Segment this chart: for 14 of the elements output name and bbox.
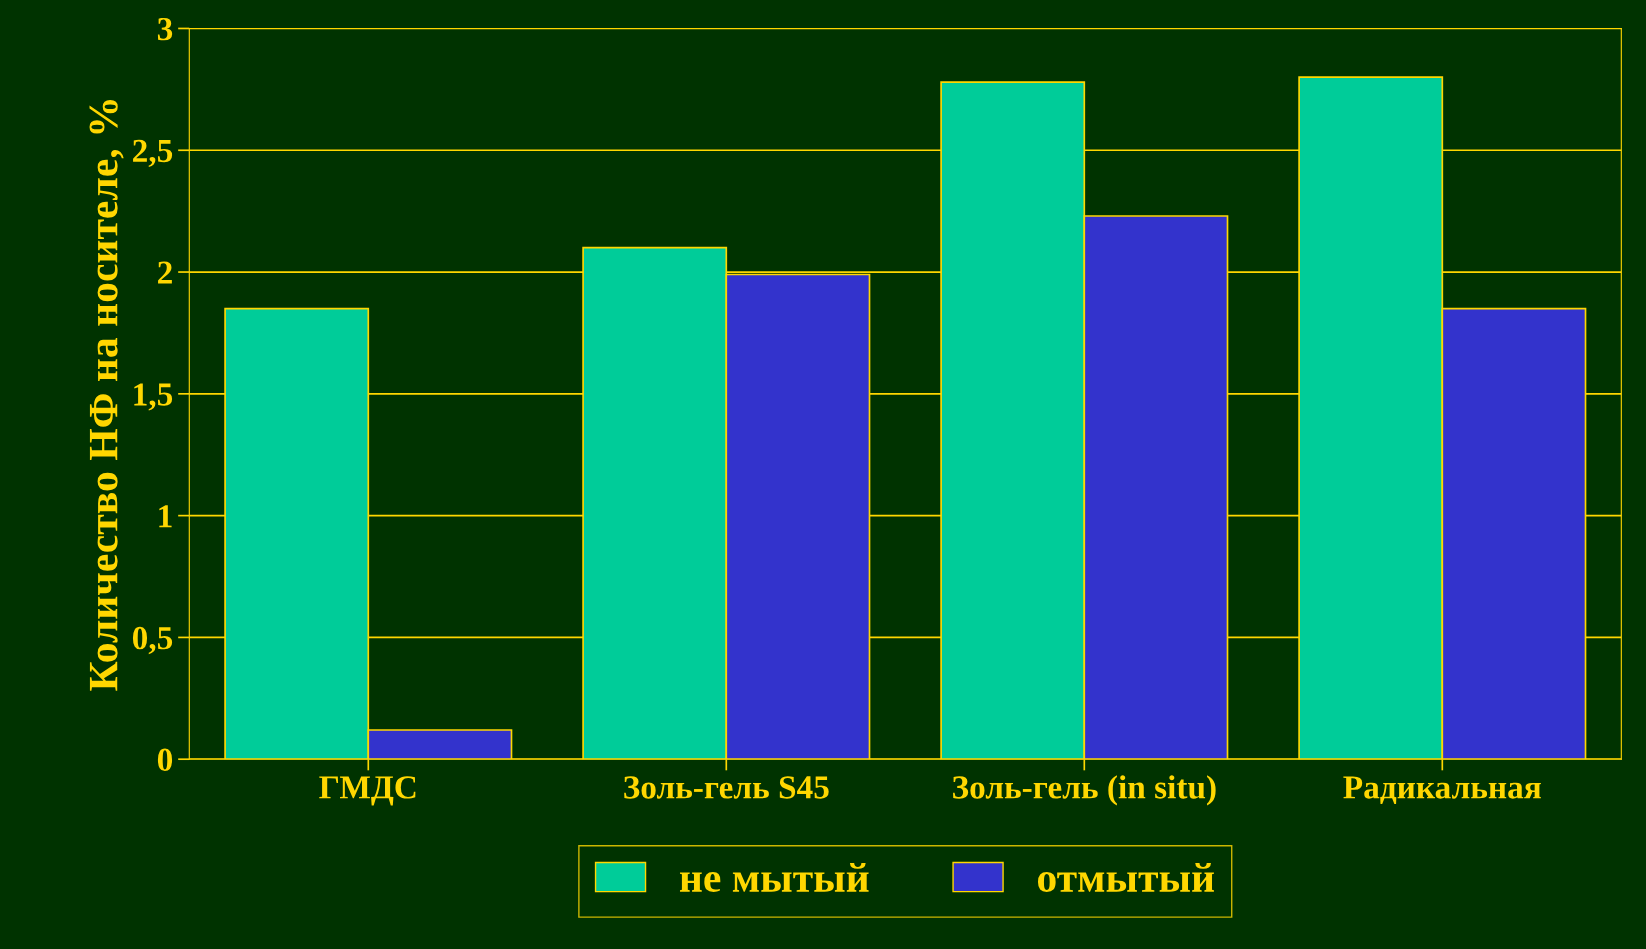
y-tick-label: 2,5 xyxy=(133,139,173,167)
y-axis-title: Количество НФ на носителе, % xyxy=(89,100,124,691)
y-tick-label: 1 xyxy=(159,505,172,528)
y-tick-label: 0,5 xyxy=(132,626,173,655)
legend-label: отмытый xyxy=(1037,862,1214,893)
x-tick-label: Золь-гель (in situ) xyxy=(953,775,1216,806)
x-tick-label: ГМДС xyxy=(319,776,416,806)
y-tick-label: 2 xyxy=(158,261,172,284)
x-tick-label: Радикальная xyxy=(1343,776,1541,805)
y-tick-label: 0 xyxy=(157,748,173,772)
legend-label: не мытый xyxy=(679,862,869,893)
y-tick-label: 1,5 xyxy=(134,383,173,411)
x-tick-label: Золь-гель S45 xyxy=(624,776,829,799)
y-tick-label: 3 xyxy=(157,17,173,41)
